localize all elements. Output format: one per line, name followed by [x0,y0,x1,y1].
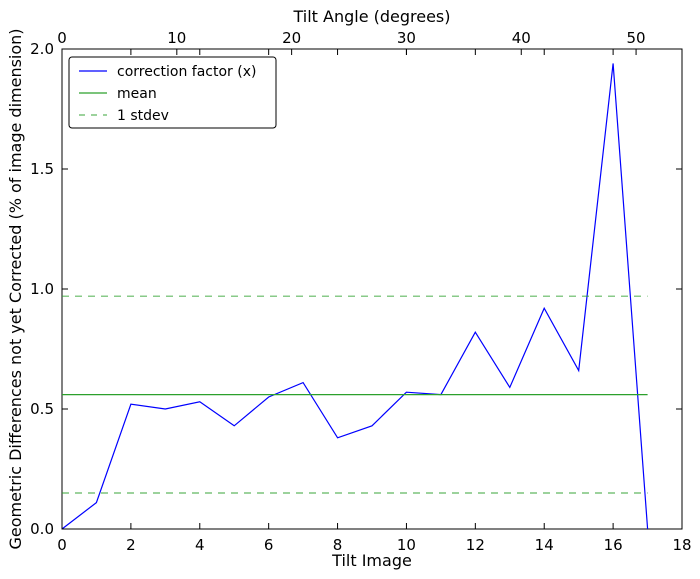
x-tick-label: 8 [333,536,343,554]
y-tick-label: 0.0 [30,520,54,538]
y-tick-label: 1.0 [30,280,54,298]
bottom-x-axis: 0 2 4 6 8 10 12 14 16 18 [57,49,692,554]
x-tick-label: 0 [57,536,67,554]
x-tick-label: 6 [264,536,274,554]
x-tick-label: 4 [195,536,205,554]
top-x-tick-label: 20 [282,29,301,47]
top-x-axis-title: Tilt Angle (degrees) [292,7,450,26]
y-tick-label: 0.5 [30,400,54,418]
x-tick-label: 10 [397,536,416,554]
y-axis-title: Geometric Differences not yet Corrected … [6,28,25,549]
y-tick-label: 2.0 [30,40,54,58]
legend-label: 1 stdev [117,108,169,124]
legend-label: correction factor (x) [117,64,256,80]
top-x-tick-label: 10 [167,29,186,47]
x-tick-label: 2 [126,536,136,554]
legend-box [68,56,277,129]
plot-area: 0 2 4 6 8 10 12 14 16 18 0.0 0.5 1.0 1.5 2.0 0 10 20 30 4… [30,29,691,554]
series-layer [61,63,649,530]
x-tick-label: 16 [604,536,623,554]
legend-label: mean [117,86,157,102]
x-tick-label: 12 [466,536,485,554]
series-line-correction-factor-x [61,63,649,530]
y-axis: 0.0 0.5 1.0 1.5 2.0 [30,40,682,538]
legend-items: correction factor (x) mean 1 stdev [79,64,256,124]
x-tick-label: 18 [672,536,691,554]
top-x-tick-label: 0 [57,29,67,47]
top-x-tick-label: 30 [397,29,416,47]
legend: correction factor (x) mean 1 stdev [68,56,277,129]
top-x-tick-label: 40 [512,29,531,47]
top-x-axis: 0 10 20 30 40 50 [57,29,646,55]
x-axis-title: Tilt Image [331,551,412,570]
y-tick-label: 1.5 [30,160,54,178]
plot-frame [61,48,683,530]
top-x-tick-label: 50 [627,29,646,47]
x-tick-label: 14 [535,536,554,554]
